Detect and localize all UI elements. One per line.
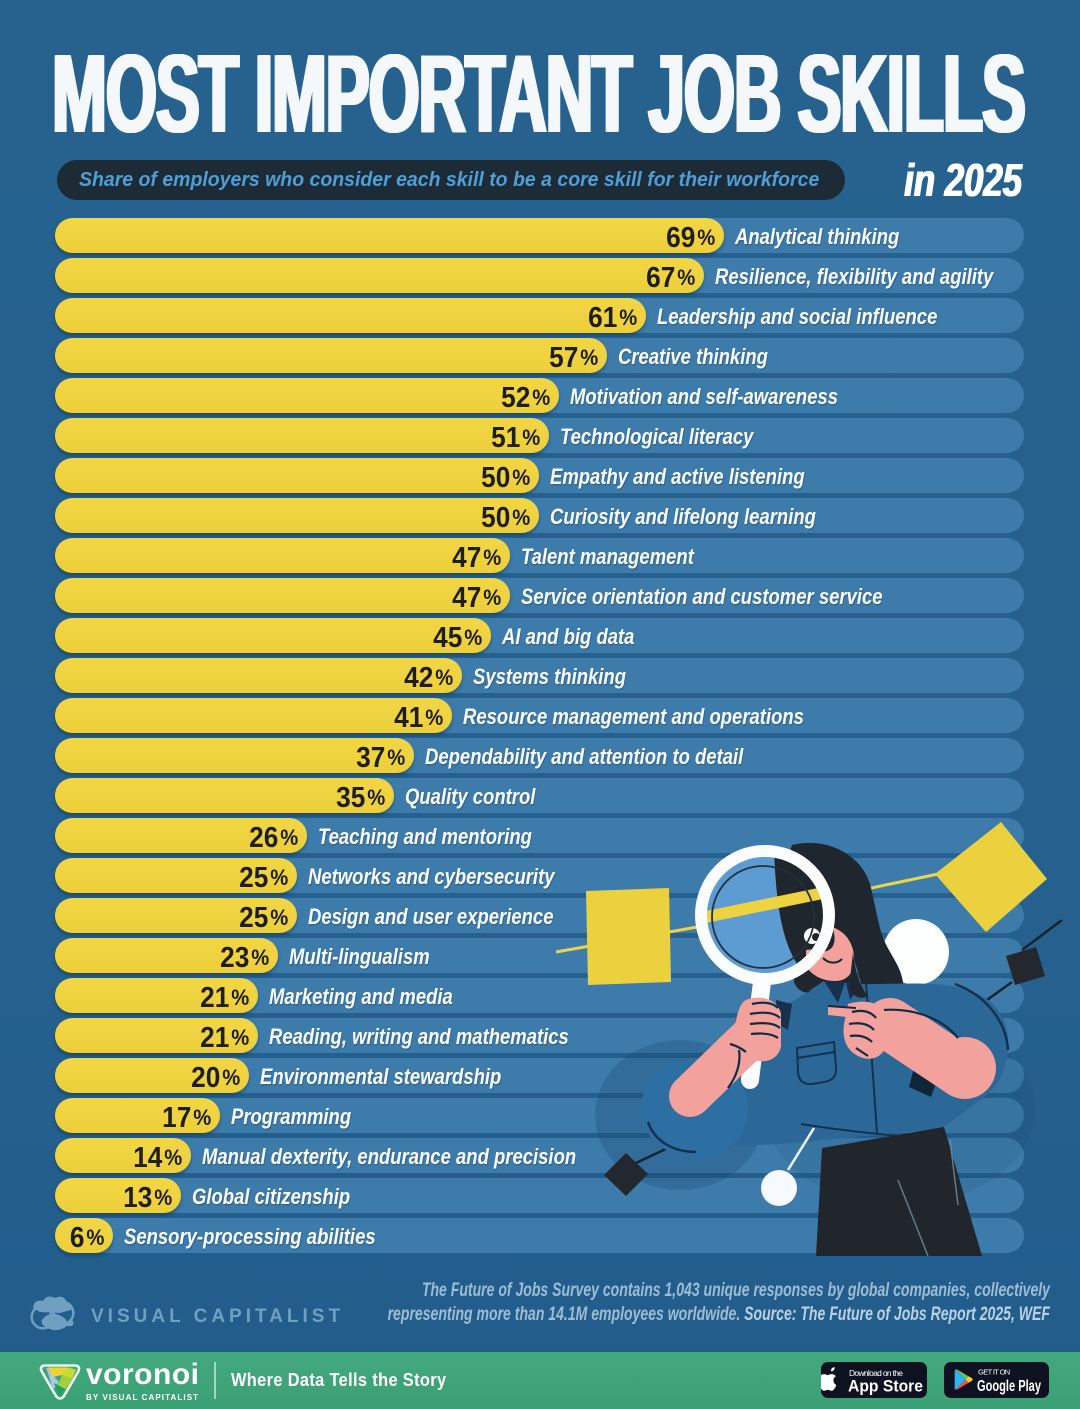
svg-text:VISUAL CAPITALIST: VISUAL CAPITALIST	[91, 1306, 344, 1327]
svg-text:Download on the: Download on the	[849, 1368, 903, 1378]
svg-text:Google Play: Google Play	[977, 1378, 1041, 1395]
svg-text:GET IT ON: GET IT ON	[978, 1368, 1011, 1377]
svg-text:App Store: App Store	[848, 1378, 923, 1396]
